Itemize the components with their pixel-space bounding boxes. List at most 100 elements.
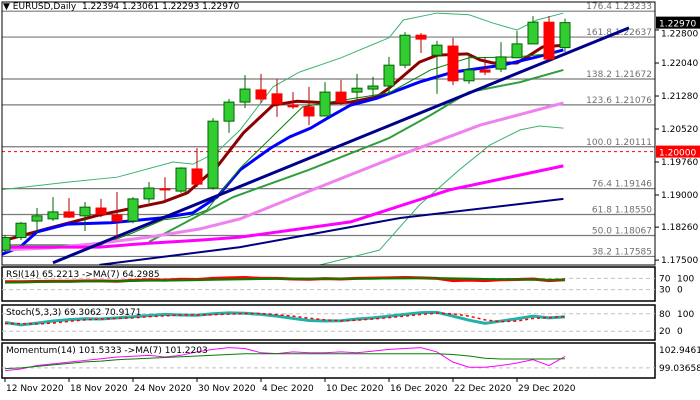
candle bbox=[143, 187, 155, 200]
current-price-label: 1.22970 bbox=[659, 20, 696, 30]
candle bbox=[543, 21, 555, 60]
time-tick-label: 22 Dec 2020 bbox=[454, 384, 512, 394]
indicator-scale-label: 30 bbox=[659, 286, 671, 296]
indicator-line bbox=[4, 310, 566, 327]
time-tick-label: 30 Nov 2020 bbox=[198, 384, 256, 394]
fibonacci-label: 61.8 1.18550 bbox=[592, 206, 652, 216]
level-price-marker bbox=[656, 145, 700, 158]
indicator-scale-label: 100 bbox=[677, 310, 694, 320]
candle bbox=[527, 21, 539, 45]
candle bbox=[159, 188, 171, 191]
candle bbox=[95, 207, 107, 215]
candle bbox=[79, 206, 91, 217]
indicator-scale-label: 100 bbox=[677, 274, 694, 284]
indicator-label: Stoch(5,3,3) 69.3062 70.9171 bbox=[6, 308, 141, 318]
indicator-panel: Stoch(5,3,3) 69.3062 70.9171 80 100 20 0 bbox=[1, 304, 694, 341]
triangle-down-icon[interactable]: ▼ bbox=[3, 2, 13, 12]
symbol-label: EURUSD,Daily bbox=[12, 2, 77, 12]
price-tick-label: 1.19000 bbox=[661, 191, 698, 201]
indicator-panel: Momentum(14) 101.5333 ->MA(7) 101.2203 10… bbox=[1, 342, 700, 379]
fibonacci-label: 38.2 1.17585 bbox=[592, 247, 652, 257]
price-tick-label: 1.20520 bbox=[661, 125, 698, 135]
time-tick-label: 12 Nov 2020 bbox=[6, 384, 64, 394]
candle bbox=[303, 106, 315, 117]
time-tick-label: 10 Dec 2020 bbox=[326, 384, 384, 394]
fibonacci-label: 138.2 1.21672 bbox=[586, 70, 652, 80]
candle bbox=[367, 85, 379, 90]
candle bbox=[223, 101, 235, 122]
moving-average-line bbox=[2, 164, 564, 249]
price-tick-label: 1.22040 bbox=[661, 59, 698, 69]
indicator-scale-label: 99.03658 bbox=[659, 364, 700, 374]
level-price-label: 1.20000 bbox=[659, 149, 696, 159]
indicator-line bbox=[4, 277, 566, 284]
moving-average-line bbox=[2, 52, 558, 246]
indicator-scale-label: 80 bbox=[659, 310, 671, 320]
moving-average-line bbox=[2, 101, 564, 252]
fibonacci-label: 123.6 1.21076 bbox=[586, 96, 652, 106]
main-panel-border bbox=[1, 1, 656, 266]
indicator-scale-label: 70 bbox=[659, 274, 671, 284]
time-tick-label: 4 Dec 2020 bbox=[262, 384, 314, 394]
candle bbox=[463, 69, 475, 82]
time-tick-label: 29 Dec 2020 bbox=[518, 384, 576, 394]
candle bbox=[559, 22, 571, 49]
candle bbox=[447, 45, 459, 82]
moving-average-line bbox=[2, 12, 564, 191]
candle bbox=[383, 64, 395, 87]
time-tick-label: 24 Nov 2020 bbox=[134, 384, 192, 394]
ohlc-readout: 1.22394 1.23061 1.22293 1.22970 bbox=[81, 2, 240, 12]
price-tick-label: 1.22800 bbox=[661, 30, 698, 40]
moving-average-line bbox=[320, 125, 564, 265]
candle bbox=[191, 168, 203, 185]
fibonacci-label: 50.0 1.18067 bbox=[592, 227, 652, 237]
candle bbox=[271, 93, 283, 105]
candle bbox=[127, 198, 139, 222]
current-price-marker bbox=[656, 16, 700, 29]
candle bbox=[415, 34, 427, 40]
indicator-label: RSI(14) 65.2213 ->MA(7) 64.2985 bbox=[6, 270, 160, 280]
indicator-line bbox=[4, 353, 566, 370]
candle bbox=[319, 91, 331, 117]
candle bbox=[335, 91, 347, 103]
candle bbox=[431, 44, 443, 56]
indicator-panel-border bbox=[1, 304, 656, 341]
candle bbox=[239, 88, 251, 103]
time-tick-label: 16 Dec 2020 bbox=[390, 384, 448, 394]
candle bbox=[47, 211, 59, 220]
candle bbox=[175, 167, 187, 192]
candle bbox=[287, 104, 299, 108]
candle bbox=[399, 34, 411, 66]
candle bbox=[31, 215, 43, 222]
candle bbox=[63, 211, 75, 218]
candle bbox=[111, 214, 123, 222]
indicator-scale-label: 0 bbox=[677, 327, 683, 337]
candle bbox=[479, 69, 491, 73]
fibonacci-label: 176.4 1.23233 bbox=[586, 2, 652, 12]
moving-average-line bbox=[148, 68, 564, 243]
price-tick-label: 1.19760 bbox=[661, 158, 698, 168]
candle bbox=[511, 43, 523, 59]
price-tick-label: 1.18260 bbox=[661, 223, 698, 233]
indicator-scale-label: 20 bbox=[659, 327, 671, 337]
indicator-label: Momentum(14) 101.5333 ->MA(7) 101.2203 bbox=[6, 346, 208, 356]
fibonacci-label: 100.0 1.20111 bbox=[586, 138, 652, 148]
time-tick-label: 18 Nov 2020 bbox=[70, 384, 128, 394]
candle bbox=[15, 222, 27, 239]
moving-average-line bbox=[52, 26, 630, 265]
candle bbox=[495, 56, 507, 70]
price-tick-label: 1.17500 bbox=[661, 256, 698, 266]
candle bbox=[351, 87, 363, 93]
indicator-panel: RSI(14) 65.2213 ->MA(7) 64.2985 70 100 30 0 bbox=[1, 266, 694, 302]
chart-title: ▼ EURUSD,Daily 1.22394 1.23061 1.22293 1… bbox=[3, 2, 239, 12]
indicator-scale-label: 0 bbox=[677, 286, 683, 296]
indicator-panel-border bbox=[1, 266, 656, 302]
candle bbox=[2, 237, 11, 251]
moving-average-line bbox=[2, 48, 564, 256]
moving-average-line bbox=[99, 197, 564, 265]
price-tick-label: 1.21280 bbox=[661, 92, 698, 102]
indicator-scale-label: 102.9461 bbox=[659, 346, 700, 356]
fibonacci-label: 76.4 1.19146 bbox=[592, 180, 652, 190]
